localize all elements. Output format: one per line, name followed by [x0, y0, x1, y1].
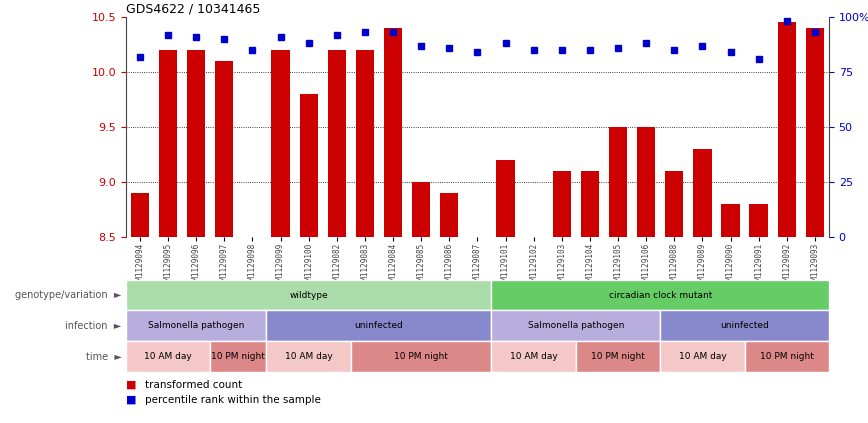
Text: 10 PM night: 10 PM night: [591, 352, 645, 361]
Text: uninfected: uninfected: [720, 321, 769, 330]
Bar: [187, 50, 206, 237]
Bar: [745, 341, 829, 372]
Bar: [496, 160, 515, 237]
Bar: [266, 341, 351, 372]
Bar: [412, 182, 431, 237]
Bar: [665, 171, 683, 237]
Bar: [159, 50, 177, 237]
Text: infection  ►: infection ►: [65, 321, 122, 331]
Bar: [608, 127, 628, 237]
Text: Salmonella pathogen: Salmonella pathogen: [148, 321, 245, 330]
Text: 10 PM night: 10 PM night: [212, 352, 266, 361]
Text: transformed count: transformed count: [145, 380, 242, 390]
Text: 10 AM day: 10 AM day: [679, 352, 727, 361]
Bar: [661, 341, 745, 372]
Text: ■: ■: [126, 380, 136, 390]
Text: 10 AM day: 10 AM day: [285, 352, 332, 361]
Bar: [272, 50, 290, 237]
Bar: [778, 22, 796, 237]
Bar: [637, 127, 655, 237]
Text: percentile rank within the sample: percentile rank within the sample: [145, 395, 321, 405]
Bar: [491, 341, 575, 372]
Text: GDS4622 / 10341465: GDS4622 / 10341465: [126, 3, 260, 16]
Bar: [440, 193, 458, 237]
Text: circadian clock mutant: circadian clock mutant: [608, 291, 712, 299]
Text: 10 AM day: 10 AM day: [510, 352, 557, 361]
Text: 10 AM day: 10 AM day: [144, 352, 192, 361]
Text: 10 PM night: 10 PM night: [760, 352, 813, 361]
Bar: [384, 28, 402, 237]
Bar: [661, 310, 829, 341]
Bar: [131, 193, 149, 237]
Bar: [553, 171, 571, 237]
Bar: [749, 204, 768, 237]
Text: Salmonella pathogen: Salmonella pathogen: [528, 321, 624, 330]
Bar: [356, 50, 374, 237]
Text: wildtype: wildtype: [289, 291, 328, 299]
Text: 10 PM night: 10 PM night: [394, 352, 448, 361]
Bar: [327, 50, 346, 237]
Bar: [694, 149, 712, 237]
Bar: [581, 171, 599, 237]
Bar: [266, 310, 491, 341]
Bar: [491, 280, 829, 310]
Bar: [351, 341, 491, 372]
Text: time  ►: time ►: [86, 352, 122, 362]
Bar: [806, 28, 824, 237]
Bar: [299, 94, 318, 237]
Bar: [210, 341, 266, 372]
Bar: [491, 310, 661, 341]
Bar: [126, 341, 210, 372]
Bar: [126, 310, 266, 341]
Bar: [215, 61, 233, 237]
Bar: [721, 204, 740, 237]
Text: ■: ■: [126, 395, 136, 405]
Text: uninfected: uninfected: [355, 321, 404, 330]
Bar: [126, 280, 491, 310]
Text: genotype/variation  ►: genotype/variation ►: [15, 290, 122, 300]
Bar: [575, 341, 661, 372]
